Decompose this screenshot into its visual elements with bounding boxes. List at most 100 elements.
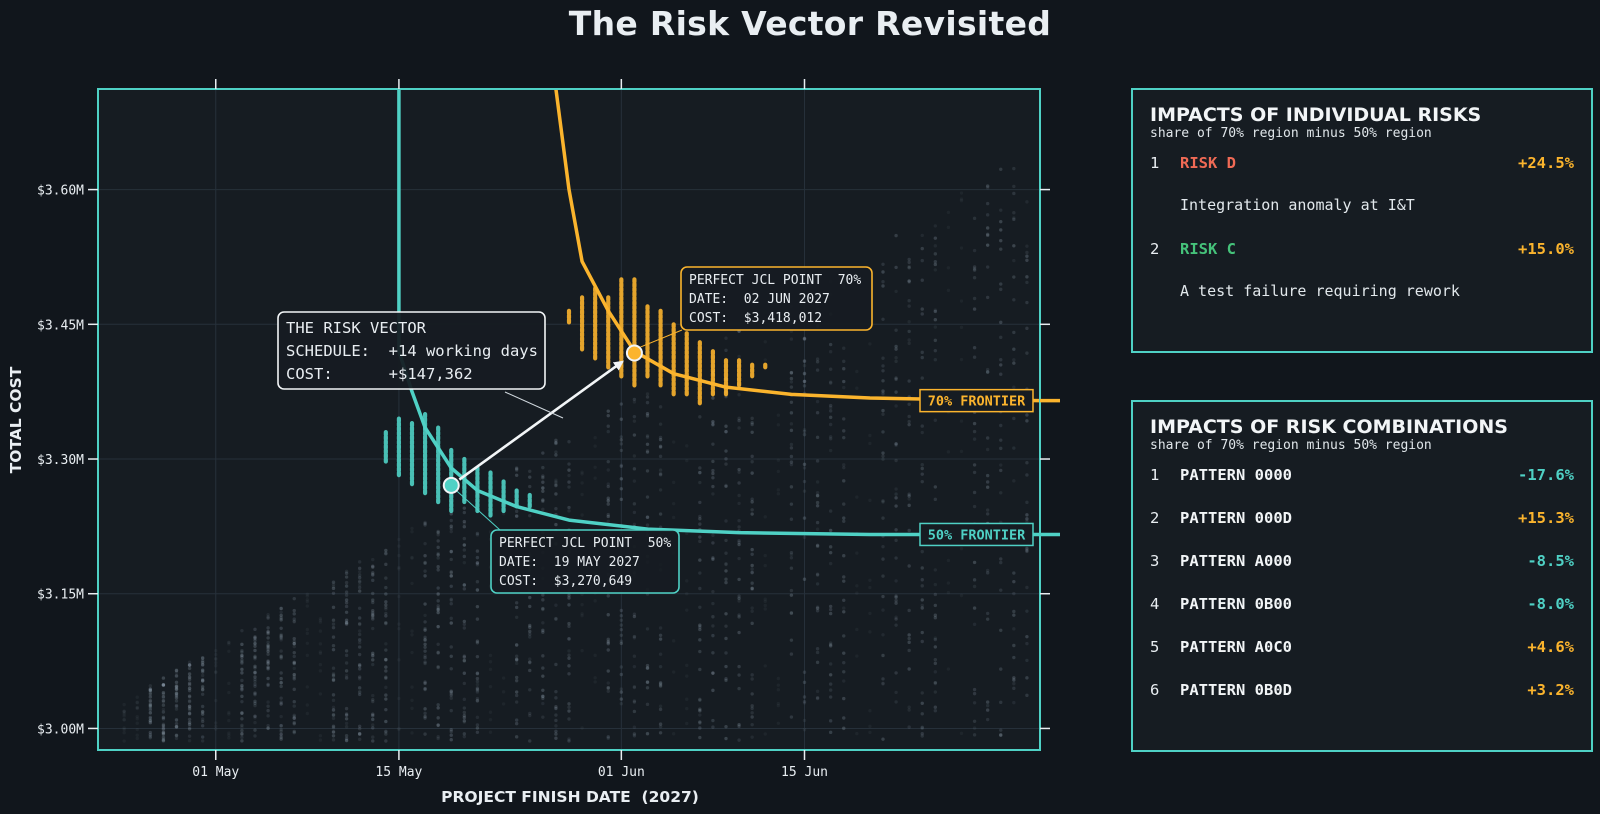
scatter-point	[514, 693, 519, 698]
scatter-point	[789, 485, 794, 489]
scatter-point	[815, 527, 820, 531]
scatter-point	[384, 732, 388, 736]
scatter-point	[371, 654, 375, 658]
scatter-point	[292, 704, 296, 708]
scatter-point	[200, 712, 205, 716]
scatter-point	[279, 632, 283, 636]
scatter-point	[331, 605, 336, 610]
scatter-point	[698, 517, 702, 521]
x-tick-label: 01 May	[192, 765, 239, 780]
scatter-point	[371, 735, 375, 739]
scatter-point	[985, 480, 990, 484]
scatter-point	[214, 652, 218, 657]
scatter-point	[253, 655, 257, 659]
scatter-point	[698, 514, 702, 519]
scatter-point	[632, 400, 637, 404]
scatter-point	[907, 528, 911, 533]
scatter-point	[933, 308, 938, 312]
scatter-point	[894, 233, 898, 238]
scatter-point	[344, 571, 349, 575]
scatter-point	[645, 450, 650, 454]
scatter-point	[593, 676, 597, 680]
scatter-point	[645, 663, 650, 668]
scatter-point	[567, 480, 571, 484]
scatter-point	[331, 713, 336, 718]
scatter-point	[789, 385, 794, 389]
scatter-point	[933, 497, 938, 502]
scatter-point	[449, 570, 453, 575]
scatter-point	[972, 267, 977, 271]
scatter-point	[357, 652, 362, 657]
scatter-point	[658, 437, 663, 442]
scatter-point	[371, 697, 375, 702]
scatter-point	[318, 616, 323, 621]
scatter-point	[344, 621, 349, 625]
scatter-point	[541, 486, 545, 490]
scatter-point	[514, 679, 519, 683]
scatter-point	[881, 677, 885, 681]
scatter-point	[528, 711, 532, 716]
scatter-point	[907, 636, 911, 641]
scatter-point	[1012, 210, 1016, 215]
scatter-point	[554, 616, 558, 621]
scatter-point	[122, 726, 126, 730]
scatter-point	[946, 450, 951, 454]
scatter-point	[985, 571, 990, 575]
scatter-point	[344, 721, 349, 726]
scatter-point	[750, 606, 754, 610]
scatter-point	[920, 712, 924, 716]
scatter-point	[671, 440, 676, 444]
scatter-point	[933, 636, 938, 640]
scatter-point	[750, 735, 754, 739]
scatter-point	[541, 696, 545, 701]
scatter-point	[698, 470, 702, 475]
scatter-point	[907, 494, 911, 498]
scatter-point	[462, 732, 467, 736]
scatter-point	[632, 502, 637, 506]
scatter-point	[357, 638, 362, 642]
scatter-point	[279, 729, 283, 733]
scatter-point	[423, 661, 427, 666]
scatter-point	[200, 662, 205, 667]
scatter-point	[894, 347, 898, 351]
scatter-point	[541, 621, 545, 625]
scatter-point	[894, 376, 898, 380]
scatter-point	[423, 707, 427, 711]
scatter-point	[658, 664, 663, 669]
scatter-point	[959, 246, 964, 250]
scatter-point	[868, 611, 872, 616]
scatter-point	[449, 601, 453, 606]
scatter-point	[148, 688, 153, 693]
scatter-point	[357, 677, 362, 681]
scatter-point	[331, 580, 336, 584]
scatter-point	[999, 247, 1003, 251]
scatter-point	[266, 700, 270, 704]
scatter-point	[475, 639, 480, 643]
scatter-point	[161, 736, 166, 740]
scatter-point	[658, 422, 663, 426]
scatter-point	[645, 627, 650, 631]
scatter-point	[423, 687, 427, 692]
scatter-point	[711, 671, 715, 675]
scatter-point	[554, 617, 558, 622]
scatter-point	[907, 265, 911, 270]
scatter-point	[371, 609, 375, 613]
scatter-point	[161, 682, 166, 687]
scatter-point	[292, 699, 296, 704]
scatter-point	[606, 648, 610, 652]
scatter-point	[279, 732, 283, 736]
scatter-point	[449, 692, 453, 696]
scatter-point	[187, 707, 192, 712]
scatter-point	[999, 423, 1003, 428]
scatter-point	[331, 591, 336, 595]
scatter-point	[475, 723, 480, 727]
scatter-point	[148, 684, 153, 688]
scatter-point	[423, 521, 427, 526]
scatter-point	[658, 626, 663, 630]
scatter-point	[842, 519, 846, 523]
scatter-point	[1025, 548, 1029, 553]
scatter-point	[384, 607, 388, 611]
scatter-point	[475, 688, 480, 693]
scatter-point	[1025, 250, 1029, 255]
scatter-point	[253, 677, 257, 682]
